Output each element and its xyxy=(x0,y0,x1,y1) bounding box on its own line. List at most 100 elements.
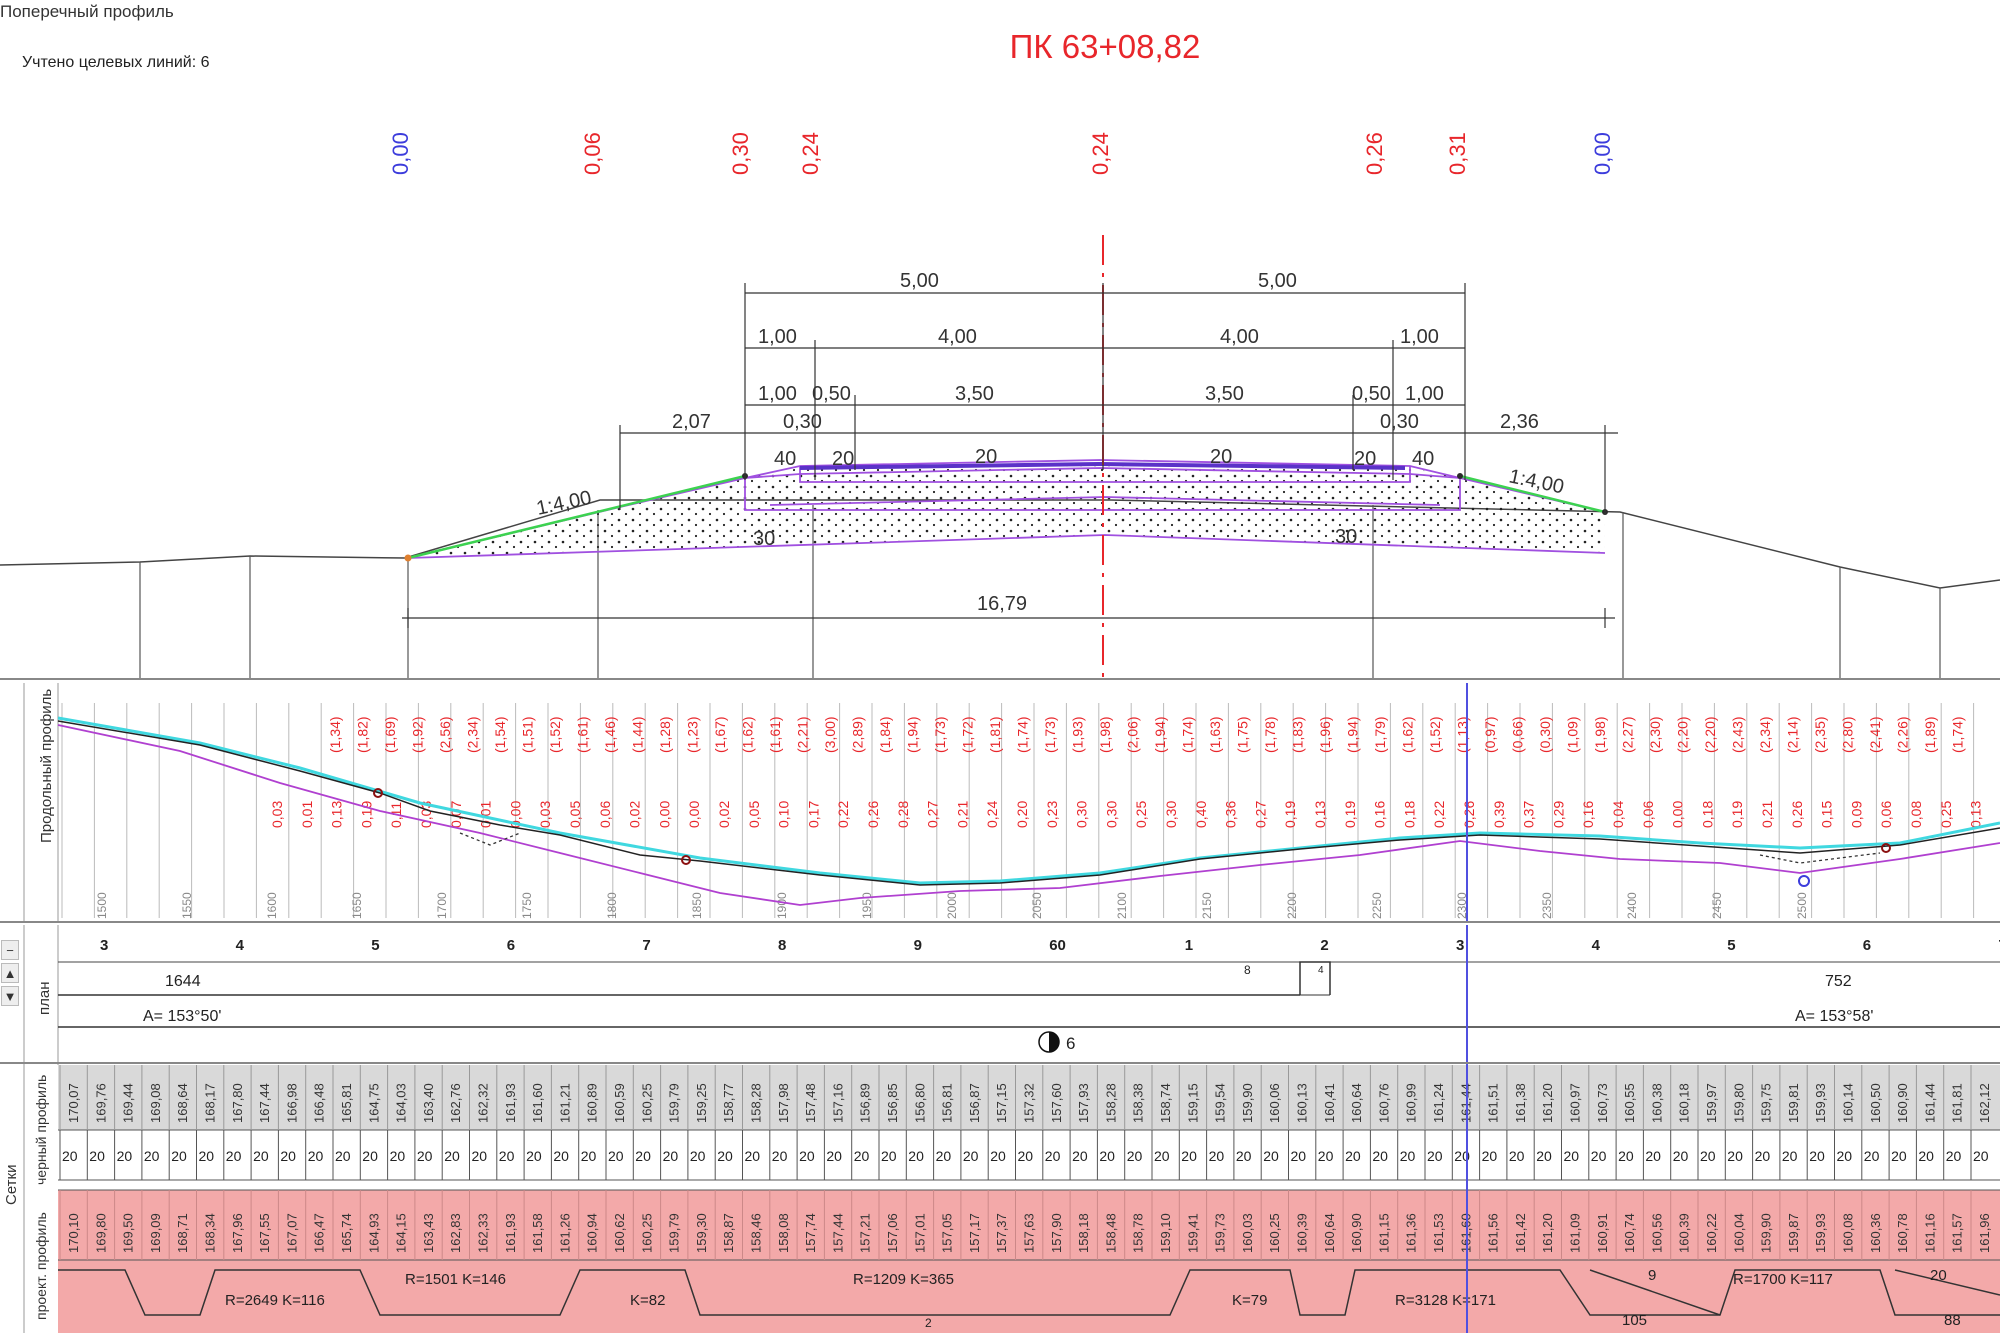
step-values: 20 20 20 20 20 20 20 20 20 20 20 20 20 20 20 20 20 20 20 20… xyxy=(59,1130,1989,1180)
design-value-48: 161,15 xyxy=(1376,1213,1391,1253)
lp-red-value-38: (1,79) xyxy=(1372,716,1388,753)
black-value-9: 166,48 xyxy=(312,1083,327,1123)
black-value-43: 159,90 xyxy=(1240,1083,1255,1123)
lp-low-value-57: 0,13 xyxy=(1968,801,1984,828)
step-value-28: 20 xyxy=(826,1148,842,1164)
lp-red-value-23: (1,72) xyxy=(960,716,976,753)
lp-red-value-4: (2,56) xyxy=(437,716,453,753)
lp-red-value-46: (1,98) xyxy=(1592,716,1608,753)
lp-red-value-49: (2,20) xyxy=(1675,716,1691,753)
lp-station-7: 1850 xyxy=(690,892,704,919)
lp-station-1: 1550 xyxy=(180,892,194,919)
lp-red-value-53: (2,14) xyxy=(1785,716,1801,753)
lp-red-value-56: (2,41) xyxy=(1867,716,1883,753)
step-value-31: 20 xyxy=(908,1148,924,1164)
lp-low-value-1: 0,01 xyxy=(299,801,315,828)
design-value-21: 160,25 xyxy=(639,1213,654,1253)
dim-carriage-right: 3,50 xyxy=(1205,383,1244,405)
dimension-lines xyxy=(402,283,1618,628)
plan-azimuth-right: A= 153°58' xyxy=(1795,1008,1873,1025)
picket-5: 8 xyxy=(778,937,786,954)
long-profile-panel[interactable]: Продольный профиль (1,34) (1,82) (1,69) (1,… xyxy=(0,683,2000,923)
lp-red-value-55: (2,80) xyxy=(1840,716,1856,753)
design-value-20: 160,62 xyxy=(612,1213,627,1253)
lp-red-value-1: (1,82) xyxy=(355,716,371,753)
picket-11: 4 xyxy=(1592,937,1601,954)
dim-strip-left: 0,50 xyxy=(812,383,851,405)
grids-panel[interactable]: Сетки черный профиль проект. профиль 170… xyxy=(0,1065,2000,1333)
lp-low-value-2: 0,13 xyxy=(329,801,345,828)
lp-low-value-11: 0,06 xyxy=(597,801,613,828)
step-value-1: 20 xyxy=(89,1148,105,1164)
top-mark-7: 0,00 xyxy=(1590,132,1615,175)
lp-low-value-18: 0,17 xyxy=(805,801,821,828)
lp-low-value-24: 0,24 xyxy=(984,801,1000,828)
lp-low-value-26: 0,23 xyxy=(1044,801,1060,828)
design-value-22: 159,79 xyxy=(667,1213,682,1253)
black-value-30: 156,85 xyxy=(885,1083,900,1123)
design-value-2: 169,50 xyxy=(121,1213,136,1253)
plan-label: план xyxy=(36,981,53,1015)
lp-low-value-27: 0,30 xyxy=(1074,801,1090,828)
picket-9: 2 xyxy=(1320,937,1328,954)
lp-red-value-12: (1,28) xyxy=(657,716,673,753)
lp-low-value-16: 0,05 xyxy=(746,801,762,828)
design-value-14: 162,83 xyxy=(448,1213,463,1253)
step-value-25: 20 xyxy=(745,1148,761,1164)
design-value-50: 161,53 xyxy=(1431,1213,1446,1253)
step-value-48: 20 xyxy=(1372,1148,1388,1164)
black-value-51: 161,44 xyxy=(1458,1083,1473,1123)
black-value-66: 160,50 xyxy=(1868,1083,1883,1123)
black-value-29: 156,89 xyxy=(858,1083,873,1123)
plan-panel[interactable]: план 3 4 5 6 7 8 9 60 1 2 3 4 5 6 7 1644 752 A= 153°50… xyxy=(0,925,2000,1065)
dim-base-fall-left: 30 xyxy=(753,528,775,550)
lp-red-value-15: (1,62) xyxy=(740,716,756,753)
lp-red-value-3: (1,92) xyxy=(410,716,426,753)
lp-red-value-22: (1,73) xyxy=(932,716,948,753)
black-value-69: 161,81 xyxy=(1950,1083,1965,1123)
black-value-42: 159,54 xyxy=(1213,1083,1228,1123)
lp-red-value-2: (1,69) xyxy=(382,716,398,753)
cross-section-drawing[interactable]: 0,00 0,06 0,30 0,24 0,24 0,26 0,31 0,00 xyxy=(0,0,2000,680)
lp-low-value-13: 0,00 xyxy=(656,801,672,828)
lp-low-value-33: 0,27 xyxy=(1252,801,1268,828)
black-value-0: 170,07 xyxy=(66,1083,81,1123)
step-value-15: 20 xyxy=(472,1148,488,1164)
lp-station-10: 2000 xyxy=(945,892,959,919)
step-value-30: 20 xyxy=(881,1148,897,1164)
lp-red-value-28: (1,98) xyxy=(1097,716,1113,753)
design-value-30: 157,06 xyxy=(885,1213,900,1253)
plan-scroll-down-button[interactable]: ▼ xyxy=(1,986,19,1006)
design-value-69: 161,57 xyxy=(1950,1213,1965,1253)
lp-low-value-17: 0,10 xyxy=(776,801,792,828)
black-profile-label: черный профиль xyxy=(33,1075,49,1185)
step-value-0: 20 xyxy=(62,1148,78,1164)
black-value-70: 162,12 xyxy=(1977,1083,1992,1123)
station-title: ПК 63+08,82 xyxy=(1009,28,1201,65)
black-value-35: 157,32 xyxy=(1022,1083,1037,1123)
step-value-54: 20 xyxy=(1536,1148,1552,1164)
black-value-13: 163,40 xyxy=(421,1083,436,1123)
design-value-17: 161,58 xyxy=(530,1213,545,1253)
lp-station-4: 1700 xyxy=(435,892,449,919)
lp-red-value-11: (1,44) xyxy=(630,716,646,753)
design-profile-label: проект. профиль xyxy=(33,1212,49,1320)
design-value-25: 158,46 xyxy=(749,1213,764,1253)
black-value-19: 160,89 xyxy=(585,1083,600,1123)
plan-segment-left: 1644 xyxy=(165,973,201,990)
step-value-62: 20 xyxy=(1755,1148,1771,1164)
design-value-47: 160,90 xyxy=(1349,1213,1364,1253)
black-value-7: 167,44 xyxy=(257,1083,272,1123)
dim-crossfall-edge-left: 20 xyxy=(832,448,854,470)
lp-red-value-26: (1,73) xyxy=(1042,716,1058,753)
dim-carriage-left: 3,50 xyxy=(955,383,994,405)
grids-label: Сетки xyxy=(3,1165,20,1206)
lp-red-value-39: (1,62) xyxy=(1400,716,1416,753)
step-value-56: 20 xyxy=(1591,1148,1607,1164)
dim-lane-right: 4,00 xyxy=(1220,326,1259,348)
design-value-44: 160,25 xyxy=(1267,1213,1282,1253)
design-value-45: 160,39 xyxy=(1295,1213,1310,1253)
plan-scroll-up-button[interactable]: ▲ xyxy=(1,963,19,983)
lp-red-value-18: (3,00) xyxy=(822,716,838,753)
plan-collapse-button[interactable]: − xyxy=(1,940,19,960)
